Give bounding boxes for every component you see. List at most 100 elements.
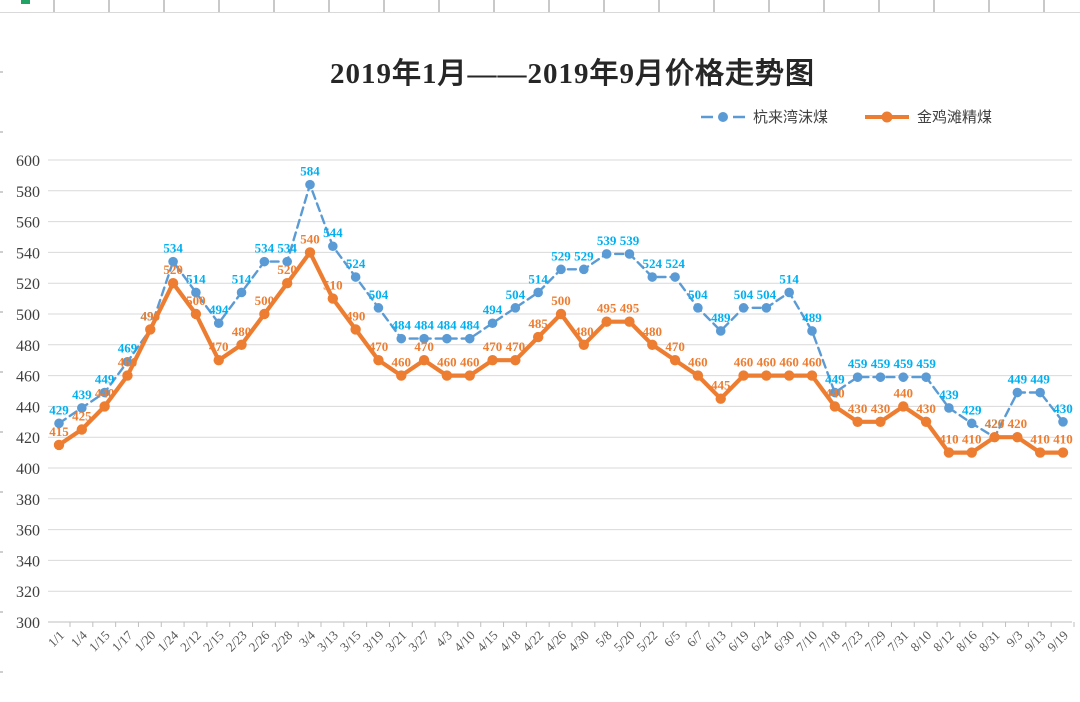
- data-point: [350, 324, 361, 335]
- data-point: [396, 333, 407, 344]
- data-label: 460: [437, 355, 457, 370]
- data-label: 430: [1053, 401, 1073, 416]
- data-point: [305, 179, 315, 190]
- data-label: 504: [506, 287, 526, 302]
- svg-text:580: 580: [16, 184, 40, 201]
- data-point: [693, 303, 703, 313]
- data-label: 460: [392, 355, 412, 370]
- data-label: 425: [72, 409, 92, 424]
- svg-text:300: 300: [16, 615, 40, 632]
- data-label: 460: [118, 355, 138, 370]
- data-label: 460: [688, 355, 708, 370]
- spreadsheet-top-edge: [0, 0, 1080, 13]
- data-point: [373, 355, 384, 366]
- data-point: [556, 264, 566, 275]
- data-label: 415: [49, 424, 69, 439]
- data-label: 459: [848, 356, 868, 371]
- data-point: [53, 439, 65, 451]
- data-point: [670, 272, 680, 282]
- svg-text:5/20: 5/20: [611, 628, 638, 655]
- data-point: [327, 293, 339, 304]
- data-point: [190, 308, 202, 320]
- chart-title[interactable]: 2019年1月——2019年9月价格走势图: [329, 58, 815, 90]
- data-point: [464, 370, 475, 381]
- data-label: 420: [985, 416, 1005, 431]
- data-point: [418, 355, 430, 366]
- data-label: 460: [734, 355, 754, 370]
- svg-text:9/19: 9/19: [1044, 628, 1071, 655]
- data-label: 470: [483, 339, 503, 354]
- data-point: [99, 401, 110, 412]
- svg-text:5/22: 5/22: [633, 628, 660, 655]
- svg-text:4/22: 4/22: [519, 628, 546, 655]
- data-label: 420: [1008, 416, 1028, 431]
- svg-text:4/15: 4/15: [474, 628, 501, 655]
- data-label: 470: [369, 339, 389, 354]
- data-point: [761, 370, 772, 381]
- data-point: [1057, 447, 1069, 458]
- data-label: 470: [209, 339, 229, 354]
- data-point: [396, 370, 407, 381]
- data-label: 440: [95, 385, 115, 400]
- svg-text:8/10: 8/10: [907, 628, 934, 655]
- data-point: [304, 247, 316, 258]
- data-label: 504: [688, 287, 708, 302]
- svg-text:340: 340: [16, 553, 40, 570]
- data-label: 449: [95, 372, 115, 387]
- data-label: 460: [802, 355, 822, 370]
- spreadsheet-left-edge: [0, 13, 3, 702]
- data-point: [281, 278, 293, 289]
- data-label: 470: [414, 339, 434, 354]
- data-point: [647, 272, 658, 282]
- svg-text:6/24: 6/24: [748, 627, 775, 654]
- svg-text:2/15: 2/15: [200, 628, 227, 655]
- svg-text:360: 360: [16, 523, 40, 540]
- svg-text:1/24: 1/24: [154, 627, 181, 654]
- svg-text:1/20: 1/20: [131, 628, 158, 655]
- spreadsheet-top-green-marker: [21, 0, 30, 4]
- svg-text:8/31: 8/31: [976, 628, 1003, 655]
- data-label: 500: [186, 293, 206, 308]
- data-label: 469: [118, 341, 138, 356]
- data-point: [99, 387, 110, 398]
- legend-item-hanglaiwan[interactable]: 杭来湾沫煤: [700, 106, 828, 127]
- data-label: 420: [985, 416, 1005, 431]
- data-point: [77, 403, 87, 413]
- data-label: 524: [665, 256, 685, 271]
- svg-text:1/15: 1/15: [86, 628, 113, 655]
- data-point: [236, 287, 247, 298]
- svg-text:500: 500: [16, 307, 40, 324]
- svg-text:3/13: 3/13: [314, 628, 341, 655]
- svg-text:3/4: 3/4: [296, 627, 319, 650]
- data-point: [715, 393, 726, 404]
- data-label: 430: [871, 401, 891, 416]
- data-point: [875, 416, 886, 427]
- svg-text:2/23: 2/23: [223, 628, 250, 655]
- data-label: 459: [894, 356, 914, 371]
- svg-text:2/12: 2/12: [177, 628, 204, 655]
- data-point: [510, 355, 521, 366]
- data-label: 460: [460, 355, 480, 370]
- data-point: [966, 447, 977, 458]
- data-point: [1012, 432, 1023, 443]
- data-point: [1058, 417, 1068, 427]
- data-point: [350, 272, 361, 282]
- data-label: 460: [779, 355, 799, 370]
- data-point: [533, 287, 543, 298]
- data-label: 494: [209, 302, 229, 317]
- svg-text:7/10: 7/10: [793, 628, 820, 655]
- data-point: [783, 370, 795, 381]
- svg-text:1/17: 1/17: [109, 627, 136, 654]
- legend-label-hanglaiwan: 杭来湾沫煤: [752, 109, 828, 126]
- svg-text:380: 380: [16, 492, 40, 509]
- data-label: 484: [437, 318, 457, 333]
- data-point: [555, 308, 567, 320]
- legend-item-jinjitan[interactable]: 金鸡滩精煤: [864, 106, 992, 127]
- data-point: [168, 256, 178, 267]
- svg-text:8/16: 8/16: [953, 627, 980, 654]
- data-point: [830, 387, 840, 398]
- data-point: [487, 355, 498, 366]
- data-point: [875, 372, 886, 382]
